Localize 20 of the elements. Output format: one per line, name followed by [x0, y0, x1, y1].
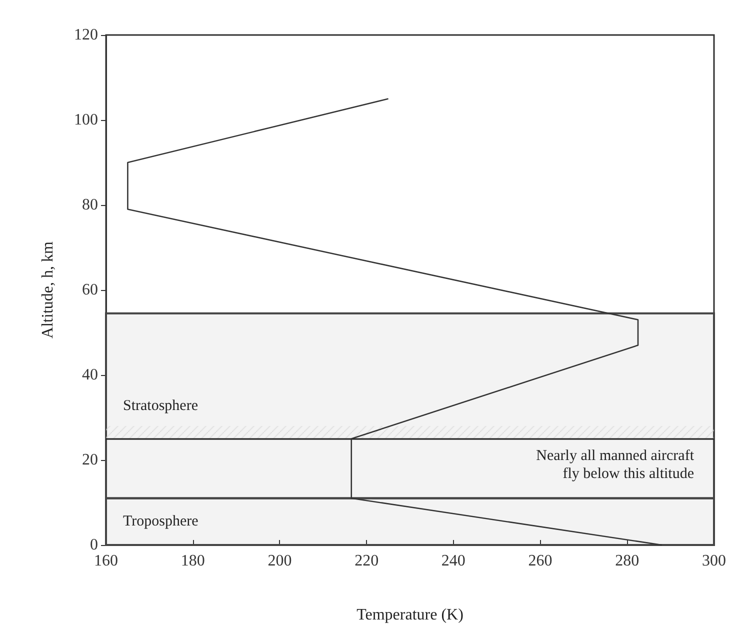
- ref-line-label: Nearly all manned aircraft fly below this altitude: [536, 448, 695, 482]
- y-tick-label: 0: [90, 536, 98, 554]
- y-tick-label: 100: [74, 112, 98, 128]
- y-axis-title: Altitude, h, km: [40, 241, 56, 338]
- band-label: Stratosphere: [123, 398, 198, 414]
- x-tick-label: 260: [528, 552, 552, 570]
- x-tick-label: 280: [615, 552, 640, 570]
- y-tick-label: 60: [82, 282, 98, 298]
- x-tick-label: 160: [94, 552, 118, 570]
- x-tick-label: 220: [354, 552, 379, 570]
- x-tick-label: 180: [180, 552, 205, 570]
- y-tick-label: 120: [74, 26, 98, 44]
- band-label: Troposphere: [123, 514, 199, 530]
- x-tick-label: 200: [268, 552, 292, 570]
- x-axis-title: Temperature (K): [356, 606, 464, 624]
- x-tick-label: 240: [441, 552, 466, 570]
- y-tick-label: 40: [82, 366, 98, 384]
- y-tick-label: 80: [82, 196, 98, 214]
- y-tick-label: 20: [82, 452, 98, 468]
- x-tick-label: 300: [702, 552, 726, 570]
